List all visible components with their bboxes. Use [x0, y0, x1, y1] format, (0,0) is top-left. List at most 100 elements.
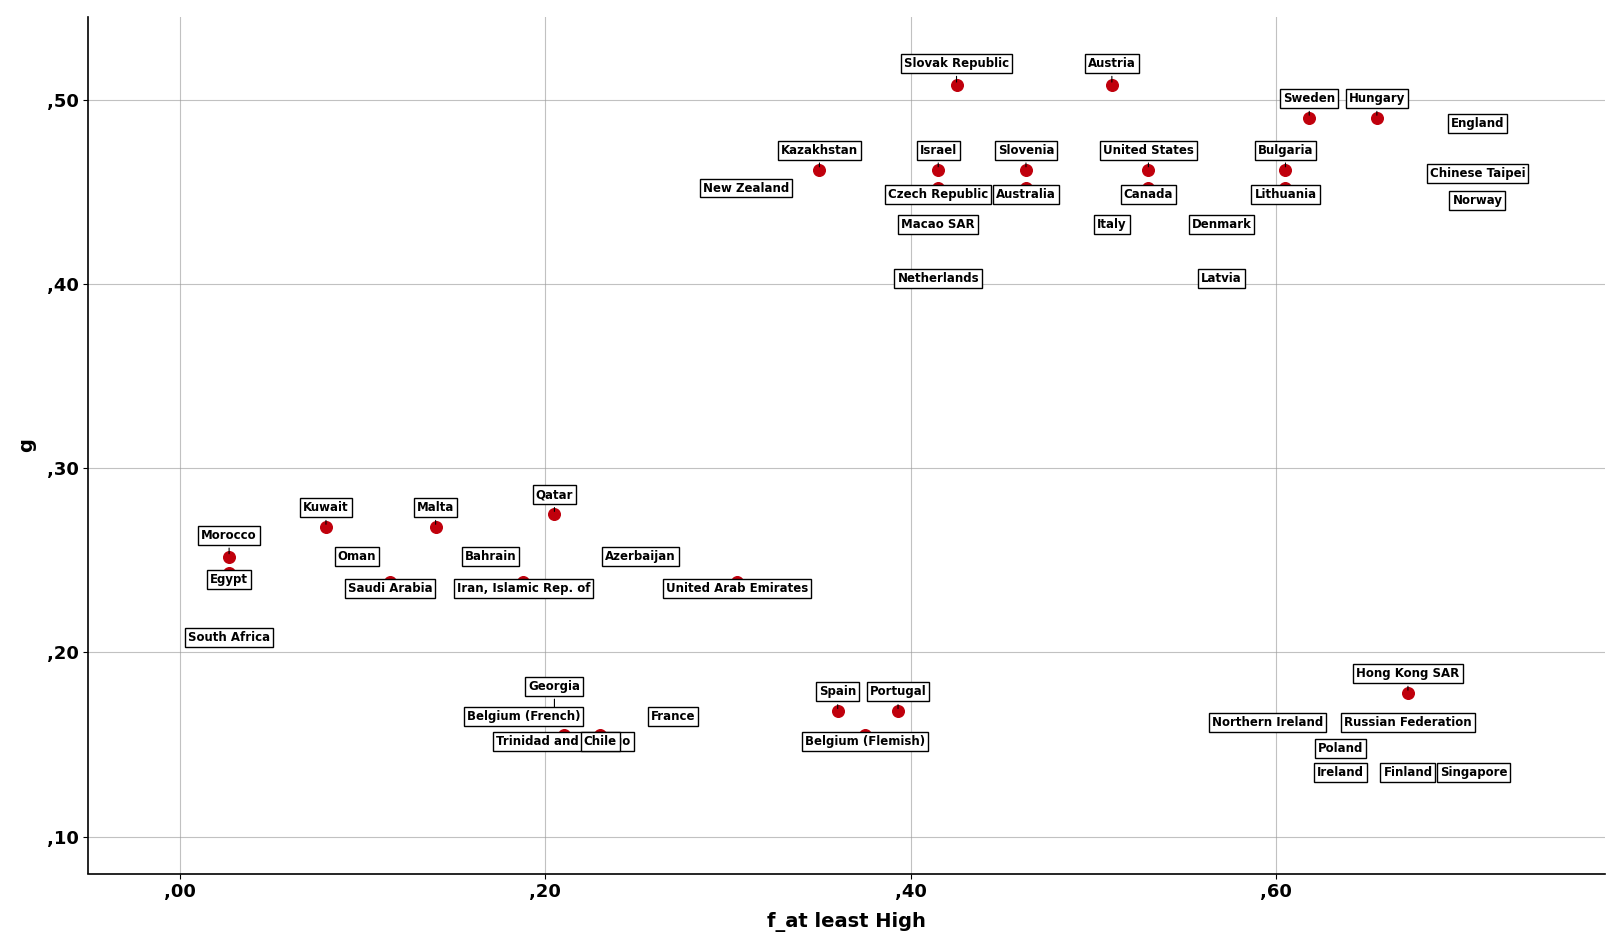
Point [1208, 270, 1234, 286]
Point [1273, 180, 1299, 195]
Point [542, 709, 568, 724]
Point [1098, 217, 1124, 233]
Point [344, 549, 370, 564]
Point [1395, 715, 1421, 730]
Text: Spain: Spain [819, 685, 856, 709]
Point [1254, 715, 1280, 730]
Point [925, 162, 950, 177]
Point [216, 630, 242, 645]
Point [1395, 685, 1421, 700]
Text: Macao SAR: Macao SAR [902, 218, 975, 232]
Text: Portugal: Portugal [869, 685, 926, 709]
Point [824, 704, 850, 719]
Text: Poland: Poland [1317, 742, 1362, 754]
Text: Malta: Malta [417, 501, 454, 524]
Text: Slovak Republic: Slovak Republic [903, 57, 1009, 82]
Point [376, 575, 402, 590]
Text: Singapore: Singapore [1440, 766, 1507, 778]
Point [1296, 110, 1322, 125]
Point [477, 549, 503, 564]
Text: Norway: Norway [1452, 195, 1502, 208]
Point [1364, 110, 1390, 125]
Text: Chile: Chile [584, 735, 616, 749]
Point [1465, 194, 1491, 209]
Text: Italy: Italy [1096, 218, 1127, 232]
Point [944, 77, 970, 92]
Point [423, 519, 449, 534]
Point [1135, 180, 1161, 195]
Text: Lithuania: Lithuania [1254, 188, 1317, 201]
Text: Hungary: Hungary [1348, 92, 1405, 115]
Text: Trinidad and Tobago: Trinidad and Tobago [496, 735, 631, 749]
Point [1327, 740, 1353, 755]
Point [1014, 162, 1040, 177]
Text: England: England [1450, 117, 1504, 130]
X-axis label: f_at least High: f_at least High [767, 912, 926, 932]
Text: Belgium (French): Belgium (French) [467, 711, 581, 723]
Text: Israel: Israel [920, 143, 957, 167]
Point [886, 704, 912, 719]
Point [216, 566, 242, 581]
Point [511, 709, 537, 724]
Point [723, 575, 749, 590]
Text: Kuwait: Kuwait [303, 501, 349, 524]
Text: Qatar: Qatar [535, 489, 573, 512]
Text: Hong Kong SAR: Hong Kong SAR [1356, 667, 1460, 690]
Text: Netherlands: Netherlands [897, 271, 980, 285]
Point [925, 180, 950, 195]
Text: United States: United States [1103, 143, 1194, 167]
Point [628, 549, 654, 564]
Text: Slovenia: Slovenia [998, 143, 1054, 167]
Text: Egypt: Egypt [211, 573, 248, 586]
Text: Belgium (Flemish): Belgium (Flemish) [805, 735, 925, 749]
Text: Finland: Finland [1384, 766, 1432, 778]
Text: Oman: Oman [337, 550, 376, 563]
Text: Northern Ireland: Northern Ireland [1212, 716, 1324, 729]
Text: South Africa: South Africa [188, 631, 271, 644]
Text: Australia: Australia [996, 188, 1056, 201]
Text: Ireland: Ireland [1317, 766, 1364, 778]
Point [1327, 765, 1353, 780]
Point [216, 549, 242, 564]
Text: Azerbaijan: Azerbaijan [605, 550, 676, 563]
Point [733, 180, 759, 195]
Text: United Arab Emirates: United Arab Emirates [667, 583, 808, 595]
Text: Canada: Canada [1124, 188, 1173, 201]
Point [1014, 180, 1040, 195]
Point [1208, 217, 1234, 233]
Text: Morocco: Morocco [201, 529, 256, 554]
Point [1465, 116, 1491, 131]
Point [587, 728, 613, 743]
Point [806, 162, 832, 177]
Point [1098, 77, 1124, 92]
Text: New Zealand: New Zealand [704, 181, 790, 195]
Point [1273, 162, 1299, 177]
Point [1461, 765, 1487, 780]
Text: France: France [650, 711, 696, 723]
Point [550, 728, 576, 743]
Text: Iran, Islamic Rep. of: Iran, Islamic Rep. of [457, 583, 590, 595]
Text: Kazakhstan: Kazakhstan [780, 143, 858, 167]
Text: Czech Republic: Czech Republic [889, 188, 988, 201]
Text: Latvia: Latvia [1202, 271, 1242, 285]
Text: Chinese Taipei: Chinese Taipei [1429, 167, 1525, 179]
Point [1465, 166, 1491, 181]
Text: Bulgaria: Bulgaria [1257, 143, 1314, 167]
Point [511, 575, 537, 590]
Text: Sweden: Sweden [1283, 92, 1335, 115]
Point [852, 728, 878, 743]
Y-axis label: g: g [16, 438, 36, 452]
Point [925, 217, 950, 233]
Text: Russian Federation: Russian Federation [1345, 716, 1471, 729]
Text: Bahrain: Bahrain [464, 550, 516, 563]
Point [313, 519, 339, 534]
Point [925, 270, 950, 286]
Point [542, 507, 568, 522]
Text: Saudi Arabia: Saudi Arabia [347, 583, 431, 595]
Point [1395, 765, 1421, 780]
Point [1135, 162, 1161, 177]
Point [660, 709, 686, 724]
Text: Austria: Austria [1088, 57, 1135, 82]
Text: Georgia: Georgia [529, 679, 581, 714]
Text: Denmark: Denmark [1192, 218, 1252, 232]
